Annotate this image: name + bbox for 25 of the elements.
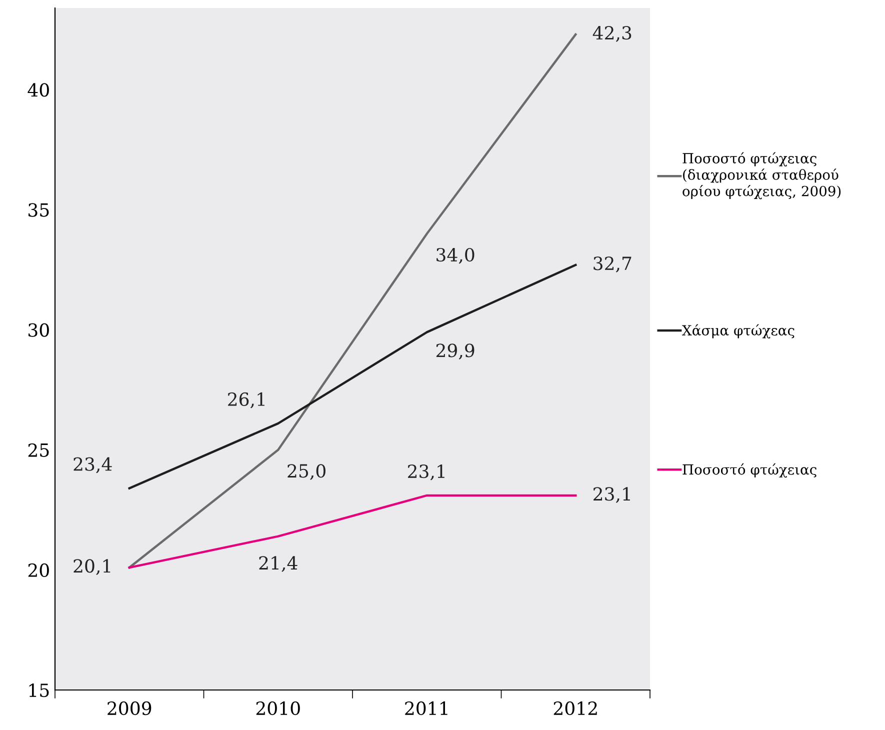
- y-tick-label: 25: [28, 443, 49, 457]
- legend-label: Χάσμα φτώχεας: [682, 324, 794, 338]
- x-tick-label: 2012: [554, 701, 597, 716]
- data-label: 34,0: [436, 248, 474, 264]
- data-label: 21,4: [259, 556, 298, 572]
- data-label: 20,1: [74, 559, 110, 575]
- y-tick-label: 35: [28, 203, 49, 217]
- legend-label: Ποσοστό φτώχειας (διαχρονικά σταθερού ορίου φτώχειας, 2009): [682, 152, 841, 200]
- x-tick-label: 2009: [108, 701, 152, 716]
- legend-label: Ποσοστό φτώχειας: [682, 463, 816, 478]
- y-tick-label: 40: [28, 83, 49, 97]
- data-label: 26,1: [228, 392, 264, 408]
- y-tick-label: 15: [29, 683, 49, 698]
- data-label: 23,1: [594, 487, 630, 503]
- x-tick-label: 2011: [405, 701, 448, 716]
- data-label: 25,0: [288, 464, 326, 480]
- x-tick-label: 2010: [256, 701, 300, 716]
- y-tick-label: 20: [28, 563, 49, 578]
- data-label: 32,7: [594, 256, 632, 272]
- data-label: 23,4: [74, 457, 112, 474]
- data-label: 23,1: [408, 464, 444, 480]
- y-tick-label: 30: [28, 323, 49, 337]
- data-label: 42,3: [592, 26, 632, 42]
- line-series: [128, 264, 577, 490]
- data-label: 29,9: [436, 344, 474, 360]
